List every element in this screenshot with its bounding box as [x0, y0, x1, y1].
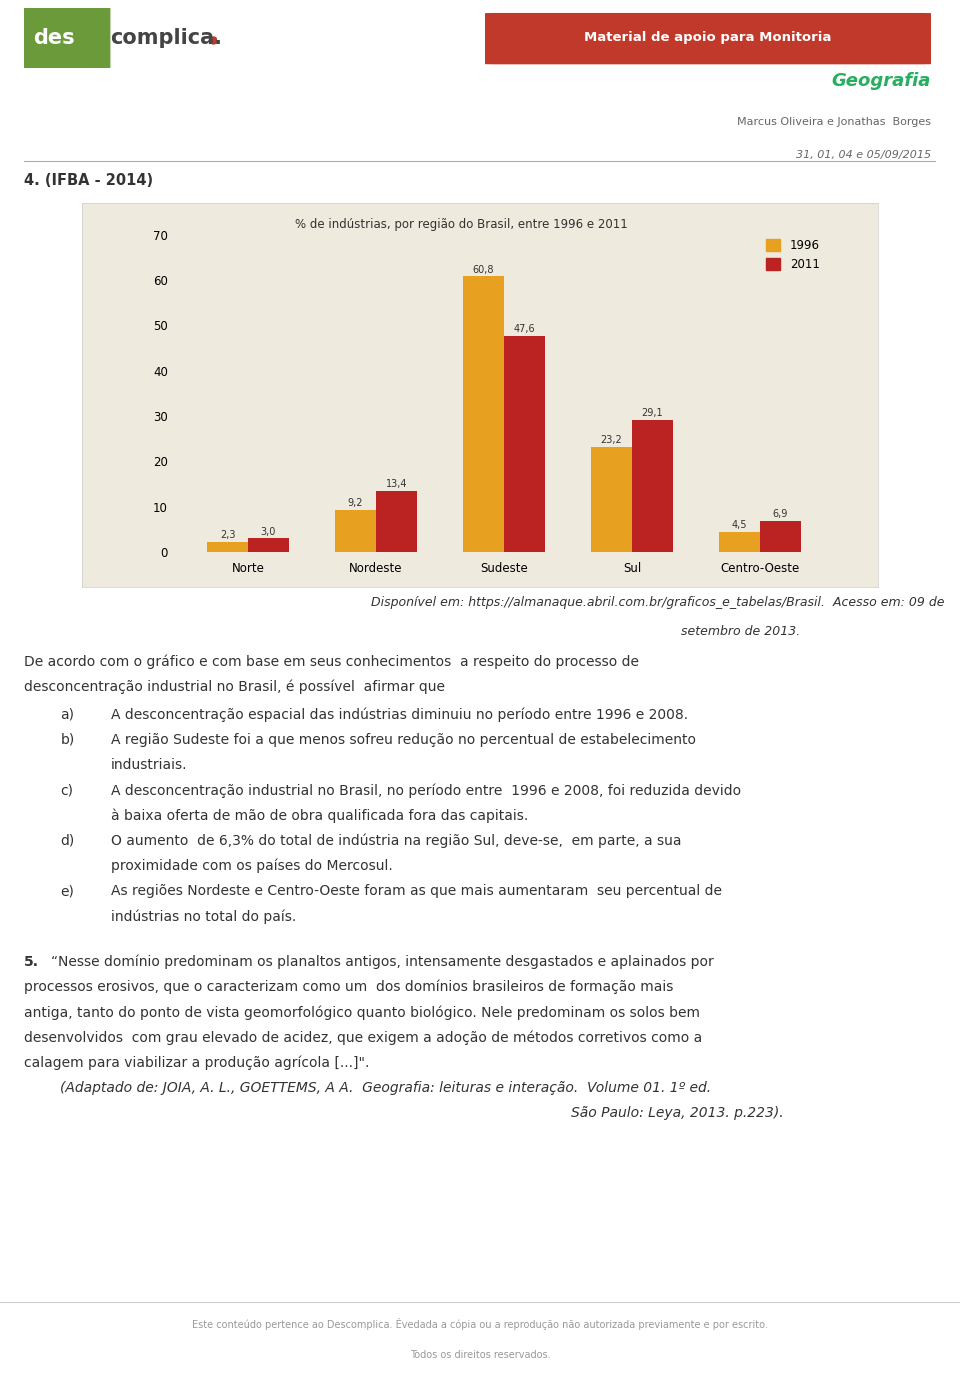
Text: 4. (IFBA - 2014): 4. (IFBA - 2014) — [24, 174, 154, 188]
Text: O aumento  de 6,3% do total de indústria na região Sul, deve-se,  em parte, a su: O aumento de 6,3% do total de indústria … — [110, 834, 682, 849]
Text: 3,0: 3,0 — [261, 527, 276, 537]
Text: Disponível em: https://almanaque.abril.com.br/graficos_e_tabelas/Brasil.  Acesso: Disponível em: https://almanaque.abril.c… — [371, 596, 944, 609]
Text: industriais.: industriais. — [110, 758, 187, 771]
Text: “Nesse domínio predominam os planaltos antigos, intensamente desgastados e aplai: “Nesse domínio predominam os planaltos a… — [52, 955, 714, 969]
FancyBboxPatch shape — [18, 4, 110, 72]
Text: 47,6: 47,6 — [514, 324, 536, 334]
Text: setembro de 2013.: setembro de 2013. — [681, 625, 800, 638]
Text: desenvolvidos  com grau elevado de acidez, que exigem a adoção de métodos corret: desenvolvidos com grau elevado de acidez… — [24, 1031, 703, 1045]
Text: A desconcentração espacial das indústrias diminuiu no período entre 1996 e 2008.: A desconcentração espacial das indústria… — [110, 708, 687, 722]
Bar — [504, 337, 545, 552]
Text: 9,2: 9,2 — [348, 498, 363, 508]
Bar — [248, 538, 289, 552]
Legend: 1996, 2011: 1996, 2011 — [761, 235, 825, 276]
Bar — [632, 420, 673, 552]
Text: processos erosivos, que o caracterizam como um  dos domínios brasileiros de form: processos erosivos, que o caracterizam c… — [24, 980, 673, 995]
Text: Marcus Oliveira e Jonathas  Borges: Marcus Oliveira e Jonathas Borges — [737, 117, 931, 127]
FancyBboxPatch shape — [476, 12, 940, 65]
Text: De acordo com o gráfico e com base em seus conhecimentos  a respeito do processo: De acordo com o gráfico e com base em se… — [24, 654, 639, 669]
Text: % de indústrias, por região do Brasil, entre 1996 e 2011: % de indústrias, por região do Brasil, e… — [295, 218, 628, 230]
Bar — [207, 541, 248, 552]
Text: e): e) — [60, 885, 74, 898]
Text: antiga, tanto do ponto de vista geomorfológico quanto biológico. Nele predominam: antiga, tanto do ponto de vista geomorfo… — [24, 1005, 700, 1020]
Text: 31, 01, 04 e 05/09/2015: 31, 01, 04 e 05/09/2015 — [796, 150, 931, 160]
Text: Geografia: Geografia — [831, 72, 931, 90]
Text: c): c) — [60, 784, 74, 798]
Text: 29,1: 29,1 — [641, 408, 663, 418]
Text: 4,5: 4,5 — [732, 520, 747, 530]
Text: Todos os direitos reservados.: Todos os direitos reservados. — [410, 1350, 550, 1359]
Bar — [719, 531, 760, 552]
Text: 6,9: 6,9 — [773, 509, 788, 519]
Text: 60,8: 60,8 — [472, 265, 494, 275]
Text: b): b) — [60, 733, 75, 747]
Text: total de indústrias em 2011: 476.468: total de indústrias em 2011: 476.468 — [133, 578, 328, 588]
Text: a): a) — [60, 708, 75, 722]
Text: des: des — [34, 28, 75, 48]
Text: São Paulo: Leya, 2013. p.223).: São Paulo: Leya, 2013. p.223). — [571, 1105, 783, 1121]
Bar — [591, 447, 632, 552]
Text: desconcentração industrial no Brasil, é possível  afirmar que: desconcentração industrial no Brasil, é … — [24, 680, 445, 694]
Text: proximidade com os países do Mercosul.: proximidade com os países do Mercosul. — [110, 858, 393, 874]
Text: 5.: 5. — [24, 955, 39, 969]
Text: complica.: complica. — [110, 28, 223, 48]
Text: A desconcentração industrial no Brasil, no período entre  1996 e 2008, foi reduz: A desconcentração industrial no Brasil, … — [110, 784, 741, 798]
Text: d): d) — [60, 834, 75, 847]
Text: A região Sudeste foi a que menos sofreu redução no percentual de estabelecimento: A região Sudeste foi a que menos sofreu … — [110, 733, 696, 747]
Bar — [760, 520, 801, 552]
Text: (Adaptado de: JOIA, A. L., GOETTEMS, A A.  Geografia: leituras e interação.  Vol: (Adaptado de: JOIA, A. L., GOETTEMS, A A… — [60, 1081, 711, 1094]
Text: * total de indústrias em 1996: 123.373: * total de indústrias em 1996: 123.373 — [102, 556, 305, 566]
Text: 13,4: 13,4 — [386, 479, 407, 490]
Text: 2,3: 2,3 — [220, 530, 235, 540]
Text: Material de apoio para Monitoria: Material de apoio para Monitoria — [585, 32, 831, 44]
Bar — [376, 491, 417, 552]
Bar — [335, 511, 376, 552]
Text: à baixa oferta de mão de obra qualificada fora das capitais.: à baixa oferta de mão de obra qualificad… — [110, 809, 528, 822]
Text: calagem para viabilizar a produção agrícola [...]".: calagem para viabilizar a produção agríc… — [24, 1056, 370, 1070]
Bar — [463, 276, 504, 552]
Text: Este conteúdo pertence ao Descomplica. Évedada a cópia ou a reprodução não autor: Este conteúdo pertence ao Descomplica. É… — [192, 1318, 768, 1330]
Text: indústrias no total do país.: indústrias no total do país. — [110, 909, 296, 923]
Text: As regiões Nordeste e Centro-Oeste foram as que mais aumentaram  seu percentual : As regiões Nordeste e Centro-Oeste foram… — [110, 885, 722, 898]
Text: 23,2: 23,2 — [601, 435, 622, 444]
